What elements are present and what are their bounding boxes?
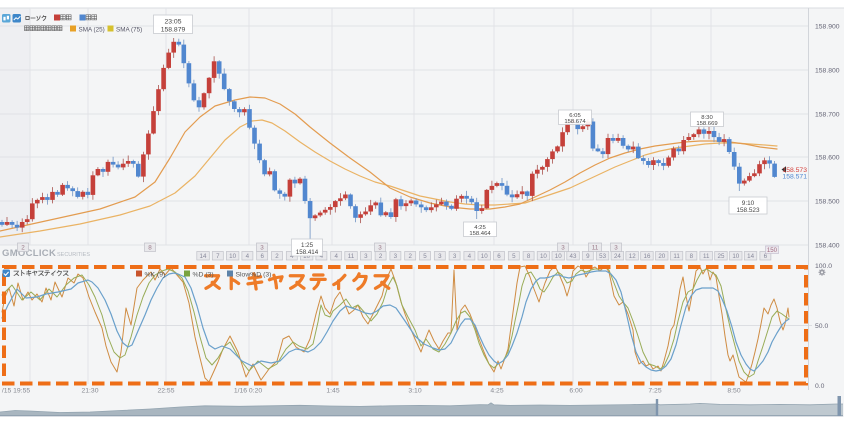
- svg-text:150: 150: [767, 247, 778, 254]
- svg-text:158.700: 158.700: [815, 112, 840, 119]
- svg-text:158.900: 158.900: [815, 24, 840, 31]
- svg-text:4: 4: [290, 253, 294, 260]
- svg-text:0.0: 0.0: [815, 383, 825, 390]
- svg-text:2: 2: [275, 253, 279, 260]
- svg-text:158.414: 158.414: [296, 249, 319, 256]
- svg-text:4: 4: [246, 253, 250, 260]
- svg-text:%K (9): %K (9): [145, 272, 166, 279]
- svg-text:158.500: 158.500: [815, 199, 840, 206]
- svg-text:16: 16: [644, 253, 651, 260]
- svg-text:SMA (75): SMA (75): [116, 27, 142, 34]
- svg-text:8:30: 8:30: [701, 115, 713, 121]
- svg-text:4: 4: [320, 253, 324, 260]
- svg-text:100.0: 100.0: [815, 263, 832, 270]
- svg-text:5: 5: [512, 253, 516, 260]
- svg-text:53: 53: [599, 253, 606, 260]
- svg-text:1/16 0:20: 1/16 0:20: [234, 388, 263, 395]
- svg-text:158.400: 158.400: [815, 243, 840, 250]
- svg-text:43: 43: [570, 253, 577, 260]
- svg-text:6: 6: [497, 253, 501, 260]
- svg-text:22:55: 22:55: [157, 388, 174, 395]
- svg-text:11: 11: [673, 253, 680, 260]
- svg-text:3: 3: [453, 253, 457, 260]
- svg-text:10: 10: [555, 253, 562, 260]
- svg-text:24: 24: [614, 253, 621, 260]
- svg-text:5: 5: [423, 253, 427, 260]
- svg-text:20: 20: [658, 253, 665, 260]
- svg-text:50.0: 50.0: [815, 323, 828, 330]
- svg-text:1:45: 1:45: [326, 388, 339, 395]
- svg-text:3: 3: [394, 253, 398, 260]
- svg-text:6: 6: [260, 253, 264, 260]
- svg-text:6:05: 6:05: [569, 113, 581, 119]
- svg-text:SMA (25): SMA (25): [79, 27, 105, 34]
- svg-text:3: 3: [378, 245, 382, 252]
- svg-text:SECURITIES: SECURITIES: [57, 252, 90, 258]
- svg-text:Slow%D (3): Slow%D (3): [236, 272, 272, 279]
- svg-text:11: 11: [348, 253, 355, 260]
- svg-text:8:50: 8:50: [727, 388, 740, 395]
- svg-text:10: 10: [229, 253, 236, 260]
- svg-text:11: 11: [592, 245, 599, 252]
- svg-text:6:00: 6:00: [569, 388, 582, 395]
- svg-text:158.464: 158.464: [469, 231, 491, 237]
- svg-text:GMOCLICK: GMOCLICK: [2, 248, 56, 259]
- svg-text:158.523: 158.523: [736, 207, 760, 214]
- svg-text:158.600: 158.600: [815, 155, 840, 162]
- svg-text:7:25: 7:25: [648, 388, 661, 395]
- svg-text:9:10: 9:10: [742, 200, 755, 207]
- svg-text:158.800: 158.800: [815, 68, 840, 75]
- svg-text:4:25: 4:25: [490, 388, 503, 395]
- svg-text:11: 11: [703, 253, 710, 260]
- svg-text:3: 3: [438, 253, 442, 260]
- svg-text:23:05: 23:05: [164, 19, 181, 26]
- svg-text:4: 4: [468, 253, 472, 260]
- svg-text:158.669: 158.669: [696, 121, 717, 127]
- svg-text:10: 10: [481, 253, 488, 260]
- svg-text:9: 9: [586, 253, 590, 260]
- svg-text:2: 2: [21, 245, 25, 252]
- svg-text:158.571: 158.571: [782, 174, 807, 181]
- svg-text:1:25: 1:25: [301, 242, 314, 249]
- svg-text:8: 8: [690, 253, 694, 260]
- svg-text:/15 19:55: /15 19:55: [2, 388, 31, 395]
- svg-text:21:30: 21:30: [81, 388, 98, 395]
- svg-text:2: 2: [379, 253, 383, 260]
- svg-text:3: 3: [614, 245, 618, 252]
- svg-text:8: 8: [148, 245, 152, 252]
- svg-text:14: 14: [747, 253, 754, 260]
- svg-text:4: 4: [334, 253, 338, 260]
- svg-text:6: 6: [764, 253, 768, 260]
- svg-text:3: 3: [364, 253, 368, 260]
- svg-text:8: 8: [527, 253, 531, 260]
- svg-text:10: 10: [540, 253, 547, 260]
- svg-text:4:25: 4:25: [474, 225, 486, 231]
- svg-text:158.573: 158.573: [782, 167, 807, 174]
- svg-text:10: 10: [732, 253, 739, 260]
- svg-text:158.674: 158.674: [564, 119, 586, 125]
- svg-text:%D (3): %D (3): [193, 272, 214, 279]
- svg-text:10: 10: [303, 253, 310, 260]
- svg-text:12: 12: [629, 253, 636, 260]
- svg-text:14: 14: [200, 253, 207, 260]
- svg-text:2: 2: [408, 253, 412, 260]
- svg-text:3: 3: [260, 245, 264, 252]
- svg-text:3:10: 3:10: [408, 388, 421, 395]
- svg-text:158.879: 158.879: [161, 26, 186, 33]
- svg-text:3: 3: [561, 245, 565, 252]
- svg-text:25: 25: [718, 253, 725, 260]
- svg-text:7: 7: [216, 253, 220, 260]
